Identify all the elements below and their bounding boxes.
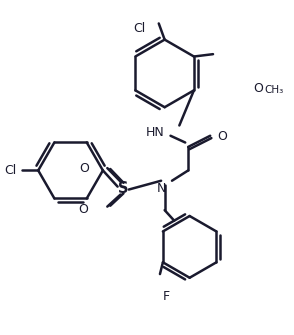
Text: Cl: Cl [133, 22, 146, 35]
Text: O: O [218, 130, 228, 143]
Text: N: N [156, 182, 166, 195]
Text: CH₃: CH₃ [265, 85, 284, 95]
Text: O: O [253, 82, 263, 95]
Text: S: S [118, 181, 128, 196]
Text: HN: HN [146, 126, 165, 139]
Text: Cl: Cl [4, 164, 16, 177]
Text: F: F [163, 290, 170, 303]
Text: O: O [79, 161, 89, 175]
Text: O: O [78, 203, 88, 216]
